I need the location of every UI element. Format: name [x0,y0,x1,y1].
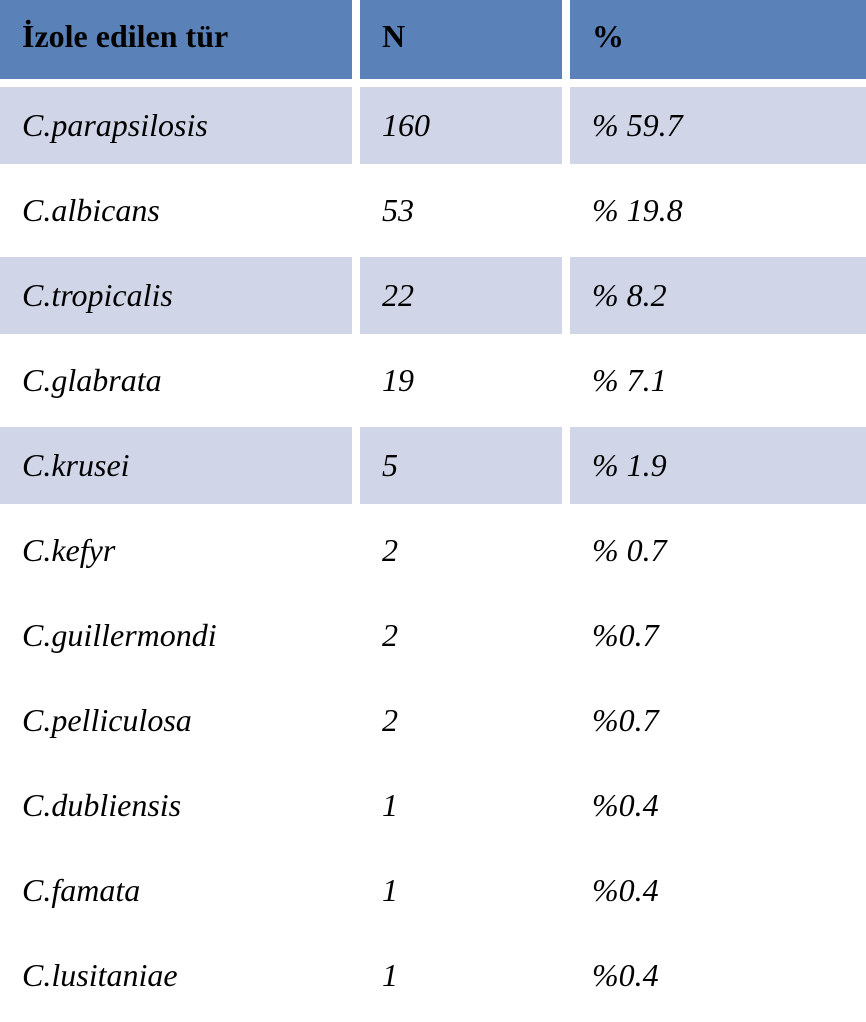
table-row: C.dubliensis 1 %0.4 [0,767,866,852]
cell-species: C.krusei [0,427,360,512]
cell-pct: % 7.1 [570,342,866,427]
cell-pct: %0.7 [570,682,866,767]
table-row: C.parapsilosis 160 % 59.7 [0,87,866,172]
cell-n: 1 [360,852,570,937]
col-header-n: N [360,0,570,87]
table-row: C.guillermondi 2 %0.7 [0,597,866,682]
cell-n: 22 [360,257,570,342]
table-header-row: İzole edilen tür N % [0,0,866,87]
cell-n: 19 [360,342,570,427]
table-row: C.tropicalis 22 % 8.2 [0,257,866,342]
cell-n: 2 [360,597,570,682]
cell-pct: %0.7 [570,597,866,682]
cell-pct: % 1.9 [570,427,866,512]
table-row: C.krusei 5 % 1.9 [0,427,866,512]
cell-pct: %0.4 [570,767,866,852]
cell-species: C.albicans [0,172,360,257]
cell-pct: % 8.2 [570,257,866,342]
cell-species: C.kefyr [0,512,360,597]
cell-species: C.dubliensis [0,767,360,852]
cell-species: C.parapsilosis [0,87,360,172]
cell-pct: % 59.7 [570,87,866,172]
table-row: C.kefyr 2 % 0.7 [0,512,866,597]
table-row: C.famata 1 %0.4 [0,852,866,937]
cell-species: C.famata [0,852,360,937]
cell-species: C.pelliculosa [0,682,360,767]
table-row: C.glabrata 19 % 7.1 [0,342,866,427]
cell-species: C.tropicalis [0,257,360,342]
cell-species: C.glabrata [0,342,360,427]
table-row: C.albicans 53 % 19.8 [0,172,866,257]
species-table: İzole edilen tür N % C.parapsilosis 160 … [0,0,866,1022]
cell-n: 2 [360,512,570,597]
cell-pct: % 19.8 [570,172,866,257]
table-row: C.pelliculosa 2 %0.7 [0,682,866,767]
cell-n: 1 [360,767,570,852]
col-header-pct: % [570,0,866,87]
cell-n: 160 [360,87,570,172]
cell-n: 5 [360,427,570,512]
cell-n: 2 [360,682,570,767]
col-header-species: İzole edilen tür [0,0,360,87]
cell-n: 53 [360,172,570,257]
cell-species: C.guillermondi [0,597,360,682]
cell-pct: % 0.7 [570,512,866,597]
cell-pct: %0.4 [570,852,866,937]
